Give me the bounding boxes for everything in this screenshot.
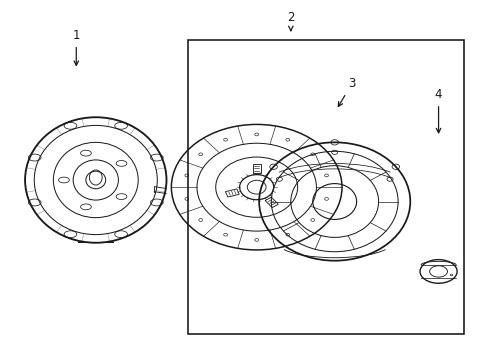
Text: 4: 4 xyxy=(434,88,442,133)
Bar xyxy=(264,197,278,208)
Bar xyxy=(225,189,239,197)
Text: 1: 1 xyxy=(72,29,80,66)
Bar xyxy=(252,164,260,173)
Text: 3: 3 xyxy=(338,77,355,107)
Bar xyxy=(188,40,463,334)
Text: 2: 2 xyxy=(286,11,294,31)
